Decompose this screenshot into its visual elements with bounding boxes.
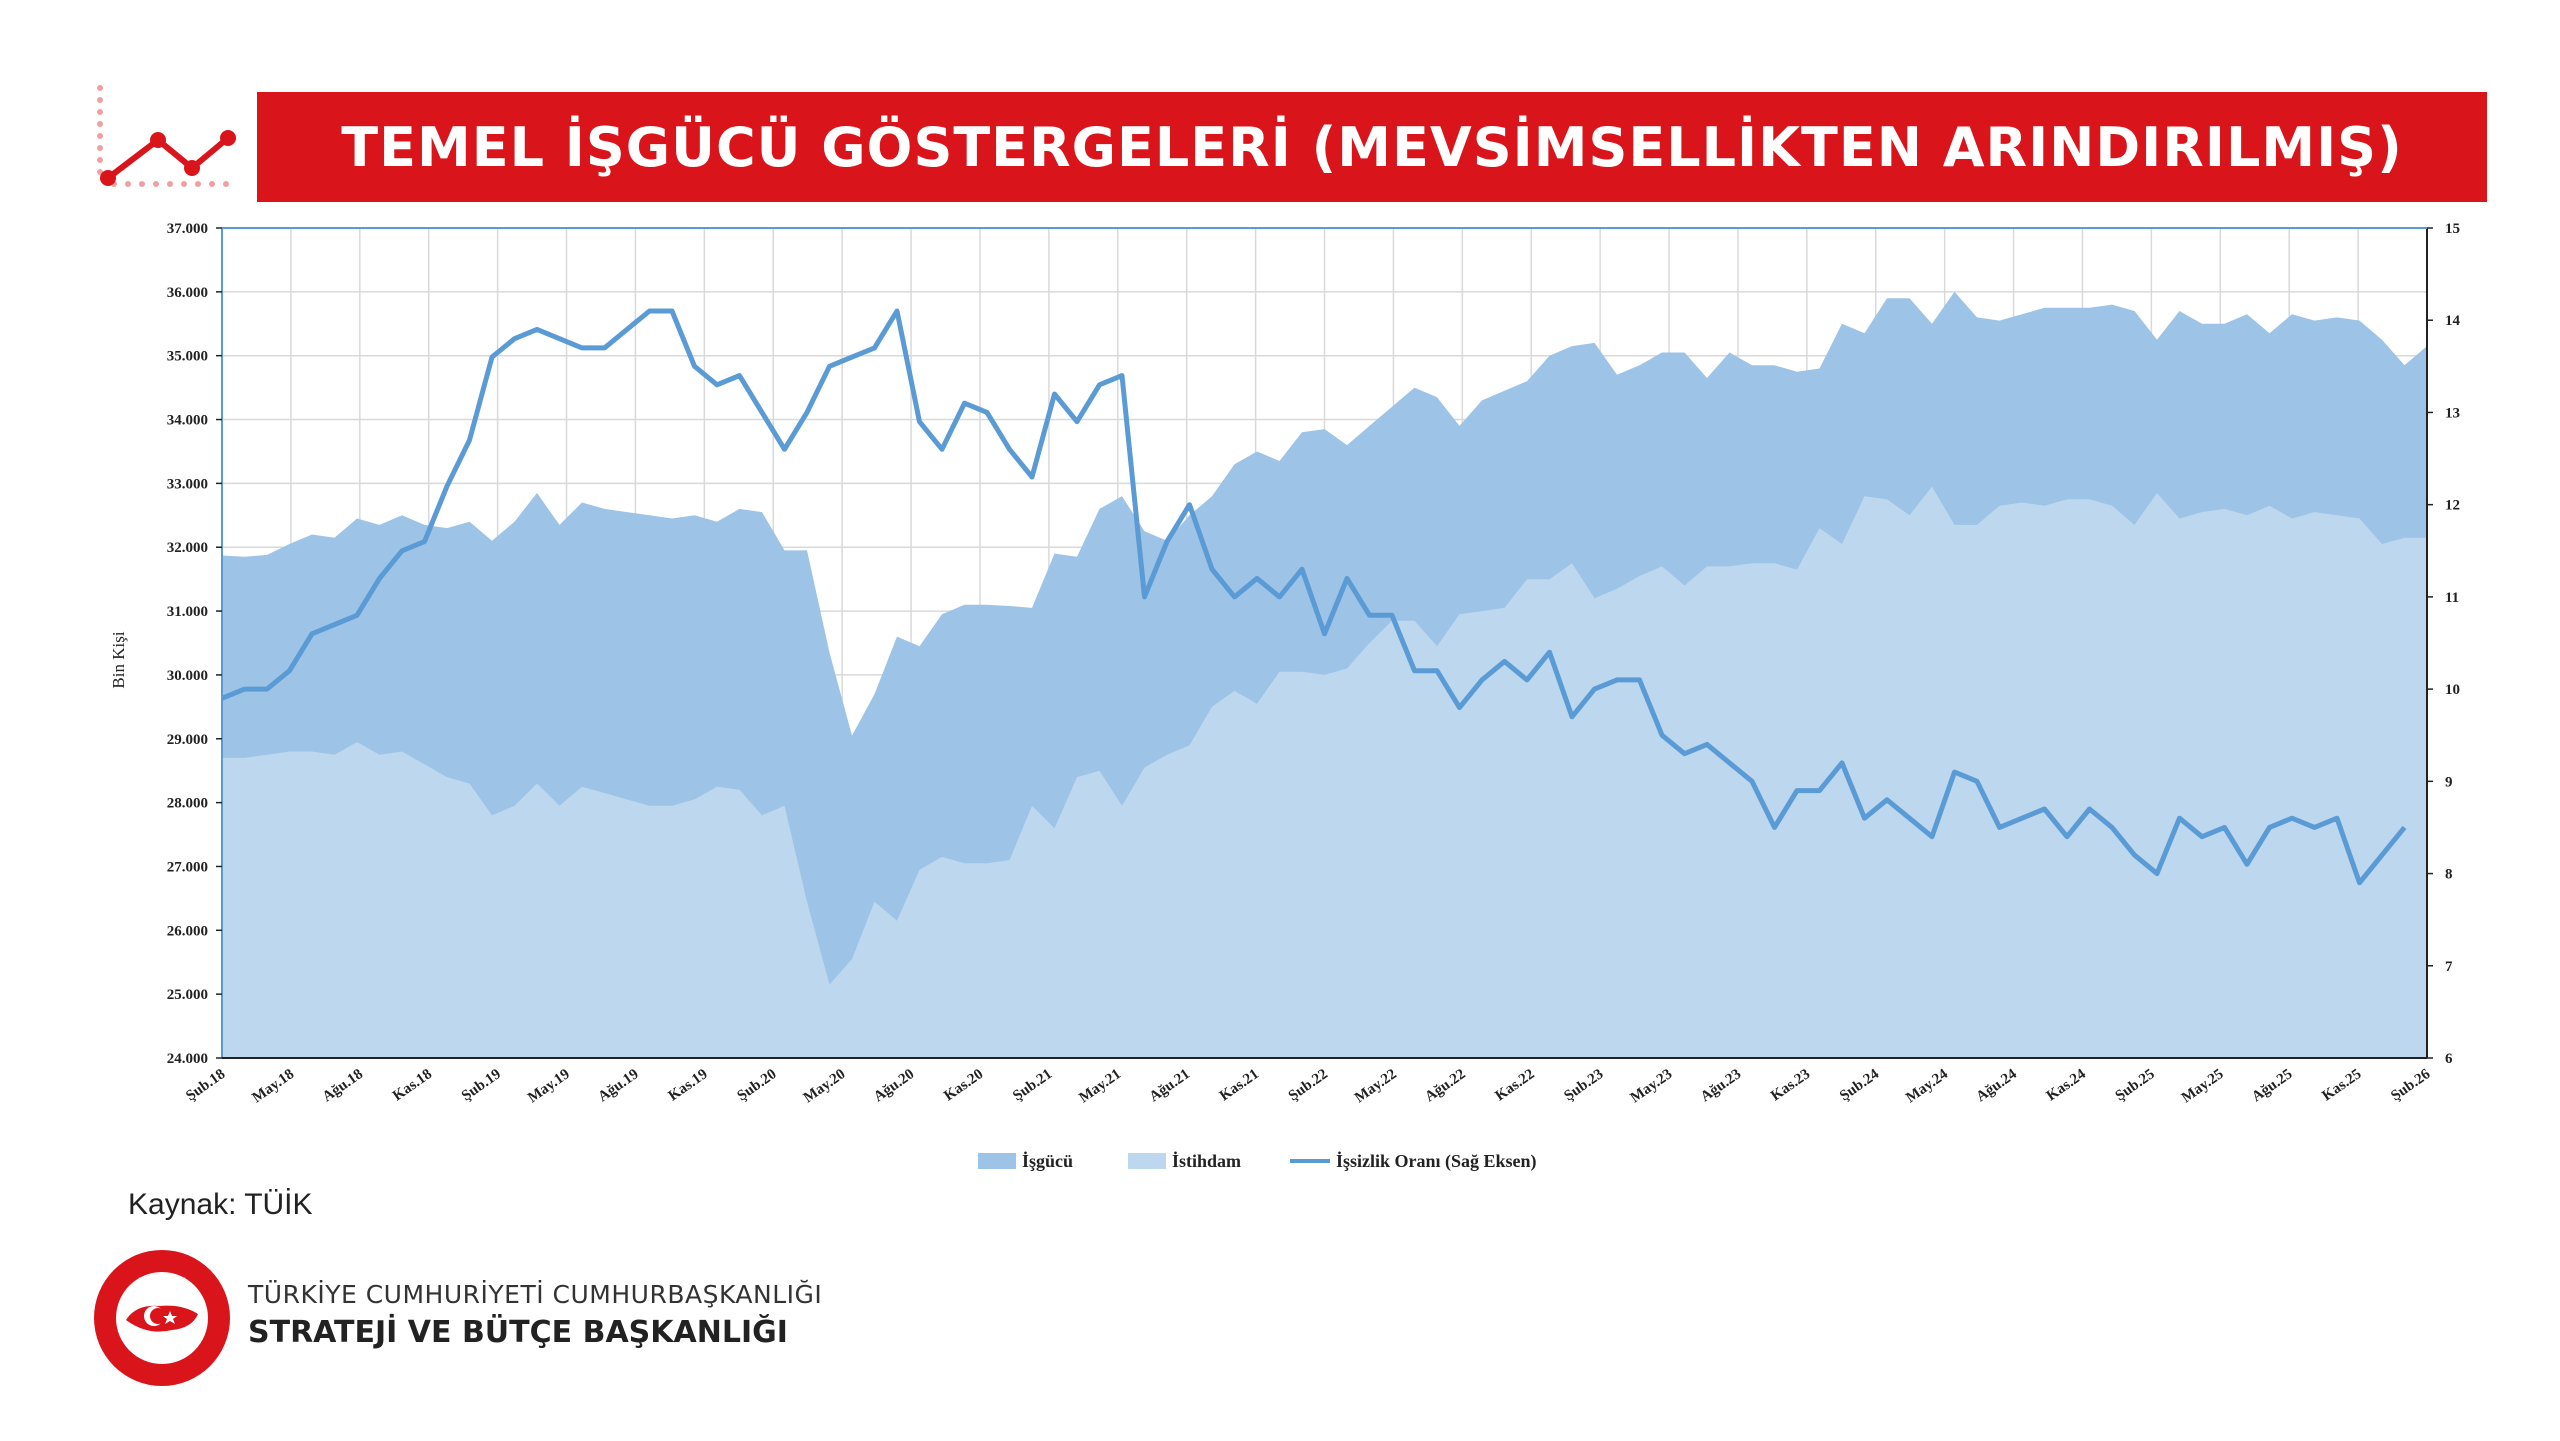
x-tick-label: Kas.21 [1217, 1066, 1262, 1104]
x-tick-label: Şub.26 [2388, 1066, 2433, 1105]
y-axis-title: Bin Kişi [109, 631, 128, 688]
y2-tick-label: 12 [2445, 498, 2460, 514]
chart-legend: İşgücü İstihdam İşsizlik Oranı (Sağ Ekse… [978, 1151, 1537, 1172]
y2-tick-label: 11 [2445, 590, 2459, 606]
employment-area [222, 486, 2427, 1059]
x-tick-label: Kas.24 [2044, 1066, 2089, 1104]
x-tick-label: Şub.25 [2113, 1066, 2158, 1104]
y-tick-label: 34.000 [167, 413, 208, 429]
chart-axes [221, 227, 2428, 1059]
x-tick-label: Ağu.19 [595, 1066, 641, 1105]
trend-chart-icon [97, 85, 236, 187]
organization-name: TÜRKİYE CUMHURİYETİ CUMHURBAŞKANLIĞI STR… [248, 1280, 822, 1350]
x-tick-label: Ağu.20 [871, 1066, 917, 1105]
unemployment-rate-line [221, 308, 2407, 886]
x-tick-label: May.25 [2179, 1066, 2227, 1106]
x-tick-label: Ağu.23 [1698, 1066, 1744, 1105]
x-tick-label: Kas.25 [2319, 1066, 2364, 1104]
y-tick-label: 32.000 [167, 540, 208, 556]
y2-tick-label: 10 [2445, 682, 2460, 698]
x-tick-label: Kas.20 [941, 1066, 986, 1104]
y2-tick-label: 6 [2445, 1051, 2453, 1067]
x-tick-label: Ağu.24 [1973, 1066, 2020, 1105]
x-tick-label: Kas.22 [1492, 1066, 1537, 1104]
y-tick-label: 33.000 [167, 476, 208, 492]
x-tick-label: Kas.19 [666, 1066, 711, 1104]
y-tick-label: 24.000 [167, 1051, 208, 1067]
x-tick-label: Şub.19 [459, 1066, 504, 1104]
x-tick-label: Şub.18 [183, 1066, 228, 1104]
x-tick-label: Ağu.25 [2249, 1066, 2295, 1105]
x-tick-label: Şub.23 [1561, 1066, 1606, 1104]
x-tick-label: Kas.18 [390, 1066, 435, 1104]
x-tick-label: Şub.22 [1286, 1066, 1331, 1104]
y-tick-label: 29.000 [167, 732, 208, 748]
x-tick-label: May.22 [1352, 1066, 1400, 1106]
x-tick-label: Ağu.18 [320, 1066, 366, 1105]
y-tick-label: 37.000 [167, 221, 208, 237]
y-tick-label: 28.000 [167, 796, 208, 812]
org-name-line2: STRATEJİ VE BÜTÇE BAŞKANLIĞI [248, 1315, 788, 1350]
x-tick-label: Şub.21 [1010, 1066, 1055, 1104]
y2-tick-label: 7 [2445, 959, 2453, 975]
sbb-seal-logo [94, 1250, 230, 1386]
x-tick-label: May.24 [1903, 1066, 1951, 1106]
x-tick-label: Şub.20 [735, 1066, 780, 1104]
y2-tick-label: 13 [2445, 405, 2460, 421]
x-tick-label: Ağu.22 [1422, 1066, 1468, 1105]
y2-tick-label: 9 [2445, 774, 2453, 790]
org-name-line1: TÜRKİYE CUMHURİYETİ CUMHURBAŞKANLIĞI [248, 1280, 823, 1309]
x-tick-label: Ağu.21 [1147, 1066, 1193, 1105]
x-tick-label: May.20 [801, 1066, 849, 1106]
x-tick-label: Şub.24 [1837, 1066, 1882, 1105]
y2-tick-label: 15 [2445, 221, 2460, 237]
y2-tick-label: 8 [2445, 867, 2453, 883]
y-tick-label: 30.000 [167, 668, 208, 684]
x-tick-label: May.21 [1076, 1066, 1124, 1106]
legend-label-employment: İstihdam [1172, 1151, 1241, 1171]
y-tick-label: 27.000 [167, 859, 208, 875]
title-banner: TEMEL İŞGÜCÜ GÖSTERGELERİ (MEVSİMSELLİKT… [257, 92, 2487, 202]
x-tick-label: May.18 [249, 1066, 297, 1106]
legend-swatch-labour-force [978, 1153, 1016, 1169]
right-axis-ticks: 6 7 8 9 10 11 12 13 14 15 [2427, 221, 2461, 1067]
y-tick-label: 35.000 [167, 349, 208, 365]
y-tick-label: 31.000 [167, 604, 208, 620]
legend-swatch-employment [1128, 1153, 1166, 1169]
legend-label-unemployment: İşsizlik Oranı (Sağ Eksen) [1336, 1151, 1537, 1172]
legend-label-labour-force: İşgücü [1022, 1151, 1073, 1171]
source-note: Kaynak: TÜİK [128, 1188, 313, 1221]
x-tick-label: Kas.23 [1768, 1066, 1813, 1104]
y-tick-label: 26.000 [167, 923, 208, 939]
x-axis-ticks: Şub.18 May.18 Ağu.18 Kas.18 Şub.19 May.19 Ağu.… [183, 1066, 2433, 1106]
x-tick-label: May.19 [525, 1066, 573, 1106]
y-tick-label: 25.000 [167, 987, 208, 1003]
y2-tick-label: 14 [2445, 313, 2461, 329]
y-tick-label: 36.000 [167, 285, 208, 301]
left-axis-ticks: 24.000 25.000 26.000 27.000 28.000 29.000 30.0… [167, 221, 222, 1067]
x-tick-label: May.23 [1628, 1066, 1676, 1106]
page-title: TEMEL İŞGÜCÜ GÖSTERGELERİ (MEVSİMSELLİKT… [341, 115, 2403, 179]
